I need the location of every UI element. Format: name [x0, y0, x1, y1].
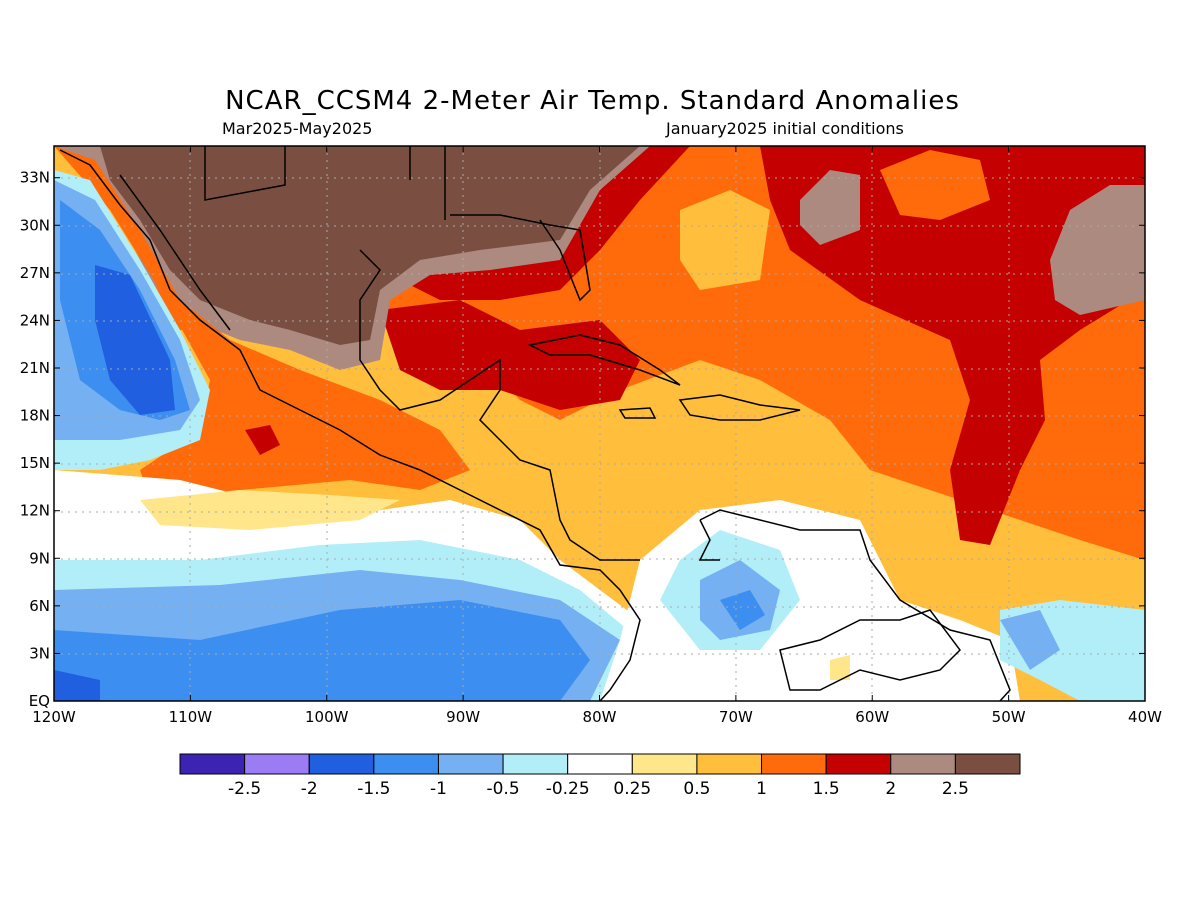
lon-label: 120W: [32, 708, 76, 726]
lon-labels: 120W 110W 100W 90W 80W 70W 60W 50W 40W: [32, 708, 1162, 726]
colorbar-label: -0.25: [546, 779, 590, 799]
lat-label: 27N: [20, 264, 50, 282]
lat-label: 9N: [29, 549, 50, 567]
lon-label: 40W: [1128, 708, 1162, 726]
field-2-pacific-dot: [245, 425, 280, 455]
field-2-gulf: [380, 300, 640, 410]
colorbar-label: -2: [301, 779, 318, 799]
colorbar-swatch: [696, 753, 763, 775]
initial-conditions: January2025 initial conditions: [666, 119, 904, 138]
lon-label: 100W: [305, 708, 349, 726]
gridlines: [54, 146, 1145, 701]
field-2-atlantic: [760, 146, 1145, 545]
colorbar-label: 1: [756, 779, 767, 799]
colorbar-swatch: [825, 753, 892, 775]
us-states: [204, 146, 446, 220]
lat-label: 3N: [29, 644, 50, 662]
lat-label: 18N: [20, 407, 50, 425]
colorbar-label: -1: [430, 779, 447, 799]
lon-label: 90W: [446, 708, 480, 726]
field-15-neg-corner: [54, 670, 100, 701]
colorbar-swatch: [244, 753, 310, 775]
colorbar-swatch: [567, 753, 633, 775]
field-05-dot: [830, 655, 850, 680]
lat-label: 30N: [20, 216, 50, 234]
guianas-border: [779, 609, 961, 691]
colorbar-swatch: [631, 753, 698, 775]
colorbar-labels: -2.5 -2 -1.5 -1 -0.5 -0.25 0.25 0.5 1 1.5 2 2.5: [228, 779, 969, 799]
axis-ticks: [53, 146, 1146, 702]
colorbar-swatch: [308, 753, 375, 775]
lon-label: 110W: [169, 708, 213, 726]
pacific-coast: [59, 149, 641, 702]
field-1-blob: [680, 190, 770, 290]
colorbar-swatch: [373, 753, 439, 775]
colorbar-label: 2.5: [942, 779, 969, 799]
south-america-coast: [699, 509, 1011, 702]
field-3-land: [100, 146, 640, 345]
colorbar-swatch: [761, 753, 827, 775]
lat-label: 12N: [20, 502, 50, 520]
field-1-neg-sa: [720, 590, 765, 630]
colorbar-label: 0.25: [613, 779, 651, 799]
lat-label: EQ: [29, 692, 50, 710]
lat-label: 33N: [20, 169, 50, 187]
colorbar-swatch: [437, 753, 504, 775]
lon-label: 70W: [719, 708, 753, 726]
jamaica: [618, 407, 657, 419]
lon-label: 60W: [855, 708, 889, 726]
lat-label: 15N: [20, 454, 50, 472]
map-title: NCAR_CCSM4 2-Meter Air Temp. Standard An…: [225, 86, 960, 116]
field-05-neg-east: [1000, 610, 1060, 670]
anomaly-field: [54, 146, 1145, 701]
colorbar-swatch: [890, 753, 956, 775]
colorbar-label: 2: [885, 779, 896, 799]
colorbar-swatch: [954, 753, 1021, 775]
colorbar-swatch: [502, 753, 569, 775]
colorbar-label: 1.5: [813, 779, 840, 799]
gulf-coast: [359, 249, 640, 561]
lat-label: 21N: [20, 359, 50, 377]
field-15-blob-a: [880, 150, 990, 220]
lat-label: 24N: [20, 311, 50, 329]
florida: [450, 214, 591, 302]
coastlines: [59, 146, 1011, 702]
field-15-pacific: [54, 146, 470, 500]
colorbar-label: 0.5: [683, 779, 710, 799]
lat-label: 6N: [29, 597, 50, 615]
field-15-neg-pacific: [95, 265, 175, 415]
lon-label: 50W: [992, 708, 1026, 726]
colorbar-label: -1.5: [357, 779, 390, 799]
maracaibo: [698, 519, 720, 561]
field-25-patch-b: [1050, 185, 1145, 315]
lat-labels: EQ 3N 6N 9N 12N 15N 18N 21N 24N 27N 30N 33N: [20, 169, 50, 710]
field-1-neg-south: [54, 600, 590, 701]
cuba: [527, 334, 681, 386]
colorbar: [179, 753, 1021, 775]
colorbar-swatch: [179, 753, 246, 775]
lon-label: 80W: [583, 708, 617, 726]
field-05-band: [140, 490, 400, 530]
colorbar-label: -0.5: [486, 779, 519, 799]
hispaniola: [678, 394, 801, 421]
colorbar-label: -2.5: [228, 779, 261, 799]
baja-gulf: [119, 174, 231, 331]
forecast-period: Mar2025-May2025: [222, 119, 373, 138]
